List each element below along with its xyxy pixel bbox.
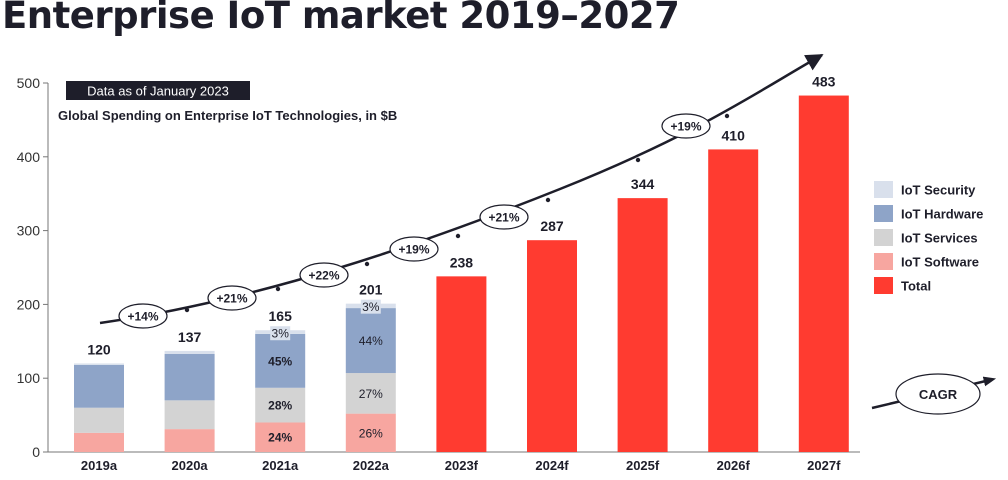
y-tick-label: 200: [17, 296, 41, 312]
growth-label: +21%: [216, 292, 247, 306]
growth-label: +19%: [670, 120, 701, 134]
segment-share-label: 45%: [268, 354, 292, 368]
data-note: Data as of January 2023: [87, 84, 229, 99]
bar-segment-software: [74, 432, 124, 452]
growth-label: +22%: [308, 269, 339, 283]
legend-swatch-security: [874, 181, 893, 198]
legend-swatch-total: [874, 277, 893, 294]
bar-total: [708, 149, 759, 453]
segment-share-label: 24%: [268, 431, 292, 445]
bar-total: [798, 95, 849, 453]
segment-share-label: 3%: [272, 327, 290, 341]
bar-segment-software: [345, 413, 396, 452]
bar-segment-security: [74, 363, 124, 365]
legend-label: IoT Services: [901, 231, 978, 246]
x-tick-label: 2021a: [262, 458, 299, 473]
x-tick-label: 2024f: [535, 458, 569, 473]
x-tick-label: 2023f: [445, 458, 479, 473]
data-note-box: [66, 81, 250, 100]
legend-swatch-services: [874, 229, 893, 246]
trend-tick: [275, 286, 281, 292]
bar-total: [527, 240, 577, 452]
bar-total-label: 344: [631, 176, 655, 192]
bar-total-label: 137: [178, 329, 202, 345]
bar-segment-hardware: [255, 333, 306, 388]
growth-bubble: [118, 303, 168, 329]
trend-tick: [455, 233, 461, 239]
bar-total: [617, 198, 668, 452]
bar-total-label: 238: [450, 254, 474, 270]
legend-label: Total: [901, 279, 931, 294]
bar-segment-hardware: [164, 353, 215, 401]
segment-share-label: 27%: [359, 387, 383, 401]
legend-swatch-software: [874, 253, 893, 270]
chart-subtitle: Global Spending on Enterprise IoT Techno…: [58, 108, 397, 123]
segment-share-label: 44%: [359, 334, 383, 348]
trend-tick: [545, 197, 551, 203]
segment-label-bg: [270, 326, 291, 341]
bar-segment-hardware: [74, 364, 124, 408]
growth-bubble: [207, 285, 257, 311]
legend-label: IoT Security: [901, 183, 976, 198]
bar-segment-security: [164, 350, 215, 354]
bar-segment-hardware: [345, 308, 396, 374]
x-tick-label: 2025f: [626, 458, 660, 473]
y-tick-label: 100: [17, 370, 41, 386]
x-tick-label: 2027f: [807, 458, 841, 473]
growth-bubble: [299, 262, 349, 288]
segment-label-bg: [360, 299, 381, 314]
trend-tick: [184, 307, 190, 313]
segment-share-label: 26%: [359, 426, 383, 440]
y-tick-label: 500: [17, 75, 41, 91]
page-title: Enterprise IoT market 2019–2027: [2, 0, 680, 37]
trend-tick: [635, 157, 641, 163]
growth-bubble: [661, 113, 711, 139]
legend-swatch-hardware: [874, 205, 893, 222]
bar-segment-services: [164, 400, 215, 430]
bar-segment-services: [74, 407, 124, 433]
growth-label: +19%: [398, 243, 429, 257]
x-tick-label: 2019a: [81, 458, 118, 473]
trend-tick: [364, 261, 370, 267]
y-tick-label: 0: [32, 444, 40, 460]
y-tick-label: 300: [17, 223, 41, 239]
legend-label: IoT Hardware: [901, 207, 983, 222]
cagr-label: CAGR: [919, 387, 958, 402]
growth-bubble: [389, 236, 439, 262]
trend-tick: [724, 113, 730, 119]
bar-segment-services: [255, 387, 306, 423]
bar-segment-software: [164, 429, 215, 452]
bar-segment-services: [345, 373, 396, 414]
bar-total: [436, 276, 487, 452]
x-tick-label: 2020a: [172, 458, 209, 473]
growth-bubble: [479, 204, 529, 230]
growth-label: +21%: [488, 211, 519, 225]
segment-share-label: 3%: [362, 300, 380, 314]
bar-total-label: 165: [269, 308, 293, 324]
bar-total-label: 287: [540, 218, 564, 234]
bar-total-label: 120: [87, 341, 111, 357]
y-tick-label: 400: [17, 149, 41, 165]
legend-label: IoT Software: [901, 255, 979, 270]
segment-share-label: 28%: [268, 399, 292, 413]
bar-segment-software: [255, 422, 306, 452]
cagr-bubble: [895, 373, 981, 415]
x-tick-label: 2022a: [353, 458, 390, 473]
bar-total-label: 410: [722, 127, 746, 143]
bar-total-label: 483: [812, 74, 836, 90]
growth-label: +14%: [127, 310, 158, 324]
bar-total-label: 201: [359, 282, 383, 298]
x-tick-label: 2026f: [717, 458, 751, 473]
